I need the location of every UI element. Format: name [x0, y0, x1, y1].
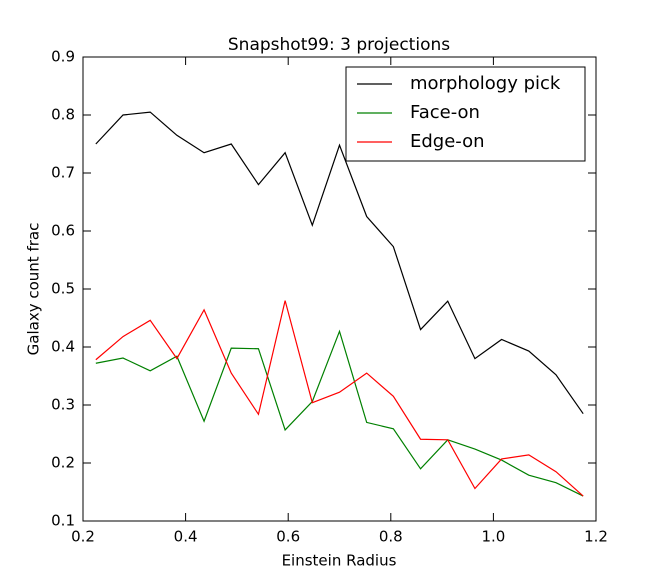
plot-frame: [82, 56, 597, 522]
x-axis-label: Einstein Radius: [282, 552, 397, 570]
x-tick-label: 0.8: [379, 528, 403, 546]
y-tick-label: 0.1: [51, 512, 75, 530]
x-tick-label: 0.2: [71, 528, 95, 546]
y-tick-label: 0.7: [51, 164, 75, 182]
x-tick-label: 0.4: [174, 528, 198, 546]
legend-box: [345, 66, 586, 162]
x-tick-label: 0.6: [276, 528, 300, 546]
series-line: [95, 329, 584, 497]
chart-title: Snapshot99: 3 projections: [228, 35, 450, 55]
y-tick-label: 0.9: [51, 48, 75, 66]
y-tick-label: 0.3: [51, 396, 75, 414]
legend-label: Edge-on: [410, 131, 485, 152]
y-tick-label: 0.8: [51, 106, 75, 124]
y-tick-label: 0.2: [51, 454, 75, 472]
series-line: [95, 111, 584, 415]
legend-label: Face-on: [410, 102, 480, 123]
series-line: [95, 300, 584, 497]
legend-label: morphology pick: [410, 73, 561, 94]
y-axis-label: Galaxy count frac: [25, 223, 43, 356]
x-tick-label: 1.0: [481, 528, 505, 546]
y-tick-label: 0.6: [51, 222, 75, 240]
y-tick-label: 0.4: [51, 338, 75, 356]
x-tick-label: 1.2: [584, 528, 608, 546]
y-tick-label: 0.5: [51, 280, 75, 298]
